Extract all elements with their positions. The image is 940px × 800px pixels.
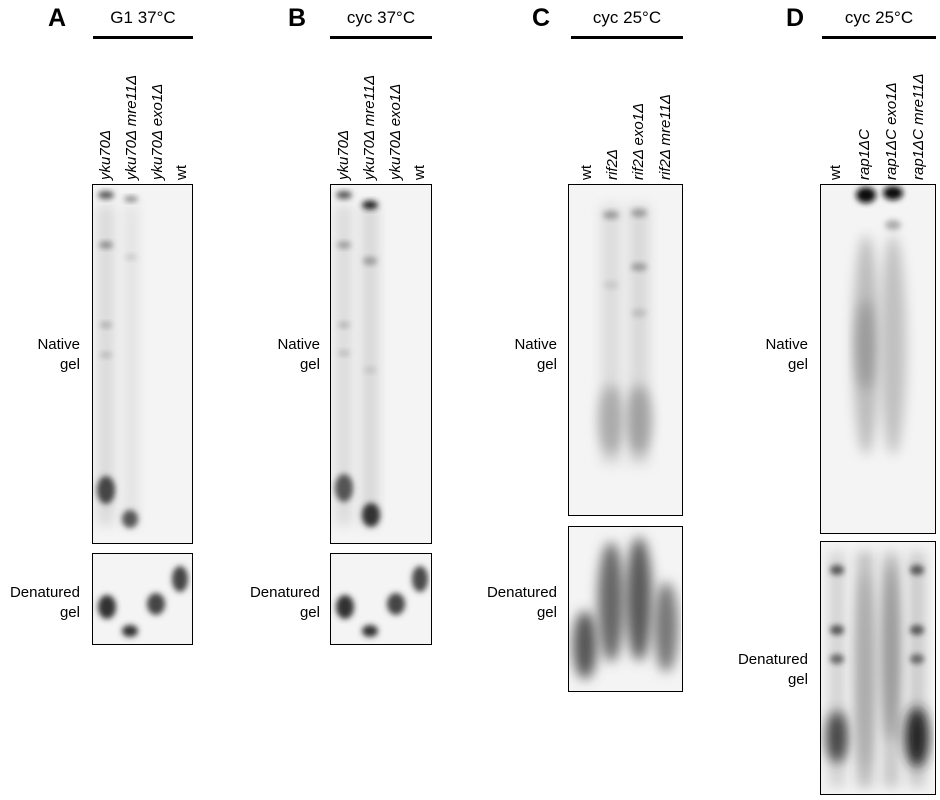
panel-letter: D [786, 4, 805, 32]
panel-letter: B [288, 4, 307, 32]
lane-label: rif2Δ [604, 149, 621, 180]
gel-image [335, 191, 380, 527]
native-gel [330, 184, 432, 544]
native-gel-label: Native gel [765, 336, 808, 373]
condition-bar [93, 36, 193, 39]
denatured-gel [820, 541, 936, 795]
native-gel-label: Native gel [37, 336, 80, 373]
denatured-gel-label: Denatured gel [486, 584, 557, 621]
lane-label: wt [411, 165, 428, 180]
lane-label: rap1ΔC mre11Δ [910, 73, 927, 180]
lane-label: rap1ΔC exo1Δ [883, 82, 900, 180]
gel-image [826, 552, 929, 787]
condition-label: cyc 37°C [346, 8, 416, 27]
denatured-gel-label: Denatured gel [737, 651, 808, 688]
denatured-gel-label: Denatured gel [249, 584, 320, 621]
lane-label: yku70Δ [97, 129, 114, 180]
native-gel [568, 184, 683, 516]
lane-label: yku70Δ mre11Δ [123, 74, 140, 180]
condition-label: cyc 25°C [844, 8, 914, 27]
denatured-gel [92, 553, 193, 645]
lane-label: yku70Δ exo1Δ [149, 83, 166, 180]
gel-image [336, 566, 428, 637]
denatured-gel [568, 526, 683, 692]
native-gel-label: Native gel [514, 336, 557, 373]
condition-bar [330, 36, 432, 39]
gel-image [853, 186, 906, 455]
native-gel [820, 184, 936, 534]
lane-label: wt [827, 165, 844, 180]
native-gel-label: Native gel [277, 336, 320, 373]
denatured-gel [330, 553, 432, 645]
condition-bar [822, 36, 936, 39]
gel-image [599, 205, 651, 465]
condition-label: cyc 25°C [592, 8, 662, 27]
native-gel [92, 184, 193, 544]
lane-label: yku70Δ [335, 129, 352, 180]
lane-label: wt [173, 165, 190, 180]
panel-letter: C [532, 4, 551, 32]
condition-label: G1 37°C [110, 8, 176, 27]
lane-label: yku70Δ exo1Δ [387, 83, 404, 180]
lane-label: rap1ΔC [856, 129, 873, 180]
panel-letter: A [48, 4, 67, 32]
lane-label: rif2Δ exo1Δ [630, 102, 647, 180]
lane-label: rif2Δ mre11Δ [657, 94, 674, 180]
gel-image [573, 537, 678, 679]
condition-bar [571, 36, 683, 39]
lane-label: wt [578, 165, 595, 180]
gel-image [97, 191, 138, 528]
denatured-gel-label: Denatured gel [9, 584, 80, 621]
lane-label: yku70Δ mre11Δ [361, 74, 378, 180]
gel-image [98, 566, 188, 637]
